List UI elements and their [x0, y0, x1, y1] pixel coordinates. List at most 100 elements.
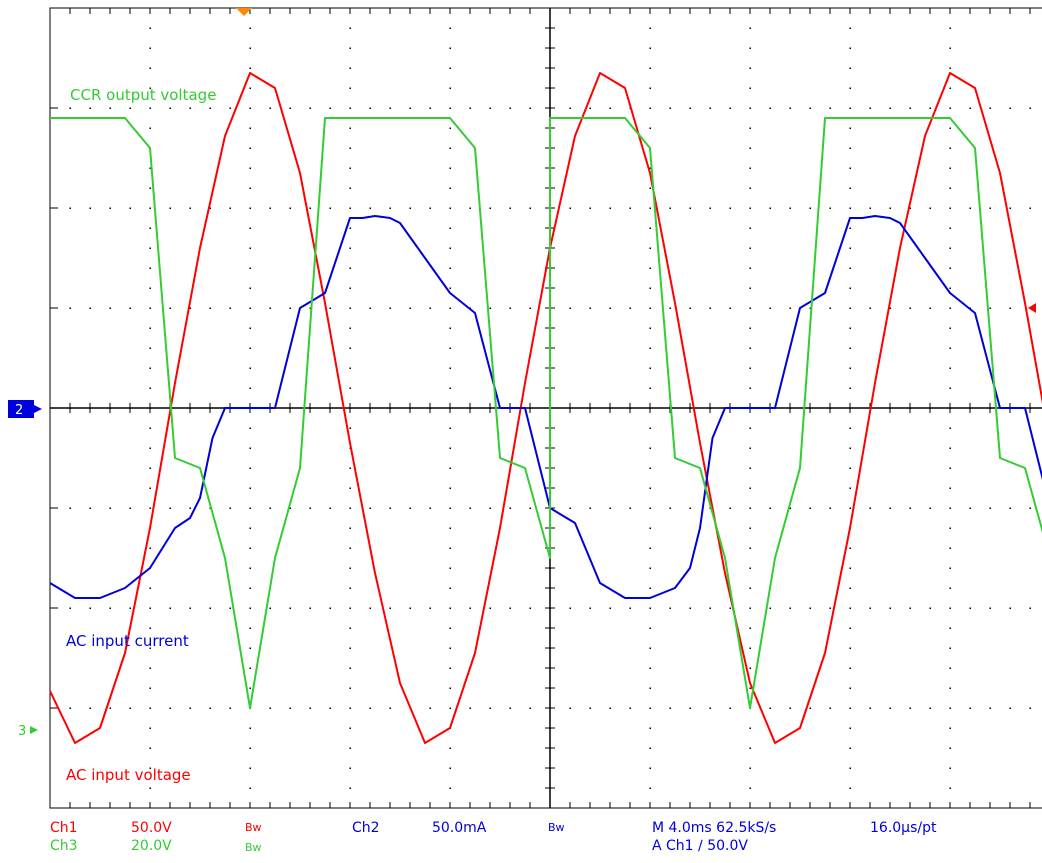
- grid-dot: [609, 107, 611, 109]
- grid-dot: [749, 227, 751, 229]
- ch3-arrow-icon: [30, 726, 38, 734]
- grid-dot: [489, 507, 491, 509]
- grid-dot: [969, 507, 971, 509]
- grid-dot: [929, 107, 931, 109]
- grid-dot: [249, 347, 251, 349]
- grid-dot: [609, 207, 611, 209]
- grid-dot: [69, 207, 71, 209]
- grid-dot: [329, 507, 331, 509]
- grid-dot: [189, 707, 191, 709]
- grid-dot: [849, 267, 851, 269]
- grid-dot: [749, 107, 751, 109]
- grid-dot: [849, 647, 851, 649]
- grid-dot: [129, 207, 131, 209]
- grid-dot: [189, 507, 191, 509]
- grid-dot: [249, 627, 251, 629]
- grid-dot: [249, 147, 251, 149]
- grid-dot: [989, 307, 991, 309]
- grid-dot: [749, 727, 751, 729]
- grid-dot: [149, 67, 151, 69]
- grid-dot: [269, 307, 271, 309]
- grid-dot: [849, 227, 851, 229]
- grid-dot: [749, 787, 751, 789]
- trace-ch3: [50, 117, 1042, 709]
- ch2-ground-marker[interactable]: 2: [8, 400, 42, 418]
- grid-dot: [929, 507, 931, 509]
- grid-dot: [149, 267, 151, 269]
- grid-dot: [349, 107, 351, 109]
- grid-dot: [929, 307, 931, 309]
- ch3-bandwidth-limit: Bw: [245, 841, 262, 854]
- grid-dot: [749, 647, 751, 649]
- grid-dot: [349, 127, 351, 129]
- grid-dot: [589, 207, 591, 209]
- grid-dot: [349, 327, 351, 329]
- grid-dot: [229, 607, 231, 609]
- grid-dot: [1029, 707, 1031, 709]
- grid-dot: [929, 207, 931, 209]
- grid-dot: [409, 507, 411, 509]
- grid-dot: [369, 707, 371, 709]
- grid-dot: [449, 707, 451, 709]
- grid-dot: [269, 207, 271, 209]
- ch1-bandwidth-limit: Bw: [245, 821, 262, 834]
- grid-dot: [809, 107, 811, 109]
- grid-dot: [949, 467, 951, 469]
- grid-dot: [449, 247, 451, 249]
- grid-dot: [929, 707, 931, 709]
- trigger-level-icon[interactable]: [1028, 303, 1036, 313]
- grid-dot: [249, 567, 251, 569]
- grid-dot: [89, 607, 91, 609]
- trigger-position-icon[interactable]: [236, 8, 252, 16]
- grid-dot: [749, 527, 751, 529]
- grid-dot: [789, 307, 791, 309]
- grid-dot: [169, 507, 171, 509]
- grid-dot: [709, 707, 711, 709]
- grid-dot: [949, 447, 951, 449]
- grid-dot: [829, 307, 831, 309]
- grid-dot: [249, 107, 251, 109]
- grid-dot: [649, 727, 651, 729]
- grid-dot: [749, 387, 751, 389]
- grid-dot: [909, 607, 911, 609]
- grid-dot: [849, 327, 851, 329]
- grid-dot: [629, 307, 631, 309]
- grid-dot: [789, 607, 791, 609]
- grid-dot: [649, 307, 651, 309]
- grid-dot: [649, 447, 651, 449]
- grid-dot: [349, 467, 351, 469]
- ch3-ground-marker[interactable]: 3: [18, 724, 38, 739]
- grid-dot: [649, 87, 651, 89]
- grid-dot: [69, 307, 71, 309]
- grid-dot: [849, 147, 851, 149]
- grid-dot: [649, 27, 651, 29]
- grid-dot: [189, 607, 191, 609]
- grid-dot: [429, 307, 431, 309]
- grid-dot: [849, 707, 851, 709]
- grid-dot: [449, 607, 451, 609]
- grid-dot: [349, 227, 351, 229]
- grid-dot: [749, 427, 751, 429]
- grid-dot: [569, 207, 571, 209]
- grid-dot: [449, 387, 451, 389]
- grid-dot: [169, 707, 171, 709]
- grid-dot: [349, 187, 351, 189]
- grid-dot: [949, 307, 951, 309]
- grid-dot: [649, 347, 651, 349]
- grid-dot: [749, 687, 751, 689]
- grid-dot: [1029, 607, 1031, 609]
- grid-dot: [89, 507, 91, 509]
- grid-dot: [849, 767, 851, 769]
- grid-dot: [209, 307, 211, 309]
- grid-dot: [789, 107, 791, 109]
- grid-dot: [249, 747, 251, 749]
- grid-dot: [949, 587, 951, 589]
- grid-dot: [649, 367, 651, 369]
- grid-dot: [409, 107, 411, 109]
- grid-dot: [829, 107, 831, 109]
- grid-dot: [449, 147, 451, 149]
- grid-dot: [349, 707, 351, 709]
- ch1-scale: 50.0V: [131, 820, 172, 836]
- grid-dot: [969, 207, 971, 209]
- grid-dot: [949, 387, 951, 389]
